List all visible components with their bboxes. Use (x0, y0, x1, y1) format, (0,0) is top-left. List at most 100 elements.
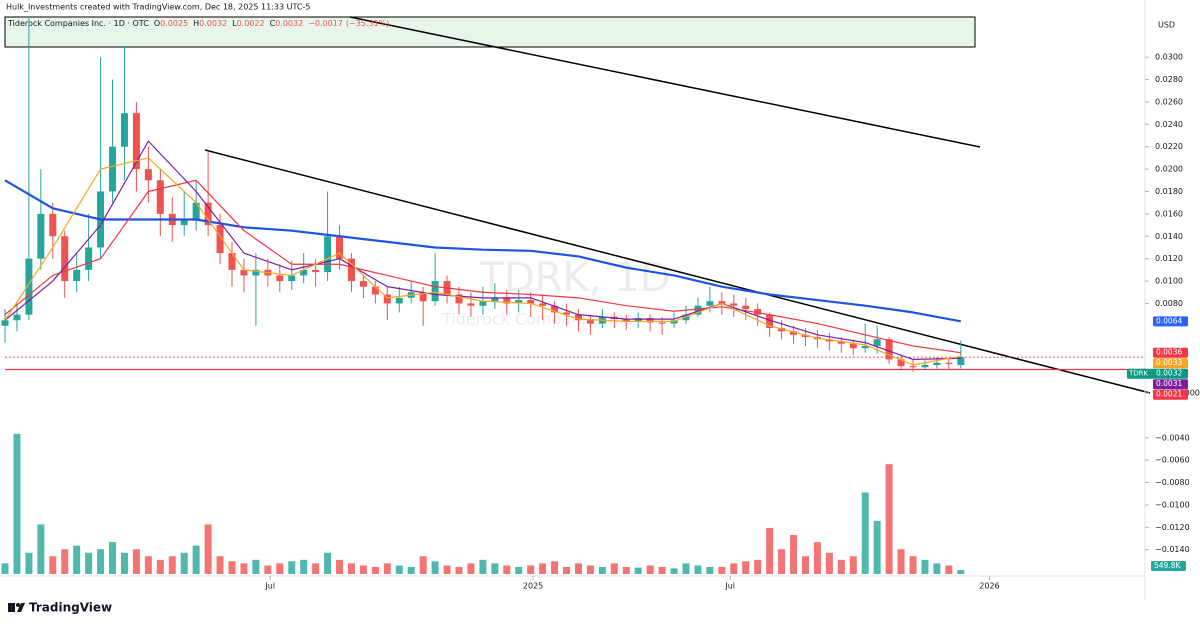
volume-bar (371, 566, 379, 574)
moving-average (4, 179, 961, 323)
candle-body (837, 341, 845, 344)
volume-bar (503, 565, 511, 574)
symbol-title: Tiderock Companies Inc. · 1D · OTC (7, 19, 149, 28)
volume-bar (288, 561, 296, 574)
candle-body (312, 269, 320, 273)
candle-body (694, 305, 702, 315)
volume-bar (455, 566, 463, 574)
symbol-legend: Tiderock Companies Inc. · 1D · OTC O0.002… (7, 19, 389, 28)
volume-bar (216, 556, 224, 574)
brand-name: TradingView (29, 601, 112, 615)
highlight-box (4, 16, 976, 48)
volume-bar (754, 559, 762, 574)
candle-body (491, 297, 499, 302)
price-tag-label: 0.0033 (1156, 358, 1182, 367)
volume-bar (252, 559, 260, 574)
y-tick-label: −0.0060 (1155, 456, 1190, 465)
volume-bar (718, 566, 726, 574)
volume-bar (921, 559, 929, 574)
y-tick-label: 0.0300 (1155, 53, 1183, 62)
volume-bar (61, 549, 69, 574)
candle-body (551, 305, 559, 313)
candle-body (873, 339, 881, 346)
volume-bar (634, 567, 642, 574)
y-tick-label: 0.0180 (1155, 187, 1183, 196)
volume-bar (813, 542, 821, 574)
price-tag-symbol: TDRK (1128, 370, 1149, 378)
volume-bar (801, 556, 809, 574)
candle-body (132, 113, 140, 170)
candle-body (228, 253, 236, 270)
volume-bar (551, 561, 559, 574)
volume-bar (491, 563, 499, 574)
volume-bar (168, 556, 176, 574)
candle-body (49, 213, 57, 237)
volume-bar (431, 561, 439, 574)
y-tick-label: 0.0160 (1155, 209, 1183, 218)
candle-body (419, 292, 427, 302)
volume-tag-label: 549.8K (1154, 561, 1181, 570)
volume-bar (945, 565, 953, 574)
y-tick-label: 0.0100 (1155, 277, 1183, 286)
candle-body (801, 334, 809, 338)
candle-body (395, 297, 403, 304)
y-tick-label: 0.0220 (1155, 142, 1183, 151)
candle-body (288, 275, 296, 282)
x-tick-label: Jul (724, 582, 735, 591)
volume-bar (336, 559, 344, 574)
candle-body (109, 146, 117, 192)
volume-bar (933, 563, 941, 574)
trend-line (204, 149, 1151, 394)
volume-bar (658, 566, 666, 574)
volume-bar (347, 563, 355, 574)
volume-bar (646, 565, 654, 574)
volume-bar (240, 563, 248, 574)
trend-line (349, 16, 981, 148)
candle-body (144, 169, 152, 181)
candle-body (885, 339, 893, 360)
volume-bar (539, 563, 547, 574)
volume-bar (467, 563, 475, 574)
candle-body (730, 303, 738, 306)
y-tick-label: 0.0140 (1155, 232, 1183, 241)
volume-bar (598, 566, 606, 574)
volume-bar (132, 549, 140, 574)
volume-bar (706, 566, 714, 574)
x-tick-label: Jul (264, 582, 275, 591)
candle-body (276, 275, 284, 282)
price-tag (1153, 347, 1188, 358)
candle-body (706, 301, 714, 306)
y-tick-label: 0.0280 (1155, 75, 1183, 84)
candle-body (240, 269, 248, 276)
moving-average (4, 140, 961, 361)
candle-body (778, 328, 786, 332)
volume-bar (849, 556, 857, 574)
moving-average (4, 179, 961, 354)
ohlc-name: O (154, 19, 160, 28)
candle-body (336, 236, 344, 259)
volume-bar (861, 492, 869, 574)
volume-bar (527, 565, 535, 574)
ohlc-value: 0.0025 (160, 19, 188, 28)
candle-body (192, 202, 200, 220)
volume-tag (1151, 561, 1186, 571)
volume-bar (37, 524, 45, 574)
candle-body (37, 213, 45, 259)
volume-bar (766, 527, 774, 574)
volume-bar (180, 552, 188, 574)
price-tag-label: 0.0031 (1156, 379, 1182, 388)
volume-bar (825, 552, 833, 574)
volume-bar (1, 563, 9, 574)
candle-body (85, 247, 93, 270)
candle-body (849, 343, 857, 349)
candle-body (204, 202, 212, 226)
change: −0.0017 (308, 19, 343, 28)
price-tag (1127, 368, 1188, 379)
volume-bar (574, 563, 582, 574)
volume-bar (264, 565, 272, 574)
volume-bar (479, 559, 487, 574)
brand: TradingView (8, 601, 112, 615)
candle-body (515, 300, 523, 304)
candle-body (909, 366, 917, 368)
candle-body (754, 309, 762, 315)
